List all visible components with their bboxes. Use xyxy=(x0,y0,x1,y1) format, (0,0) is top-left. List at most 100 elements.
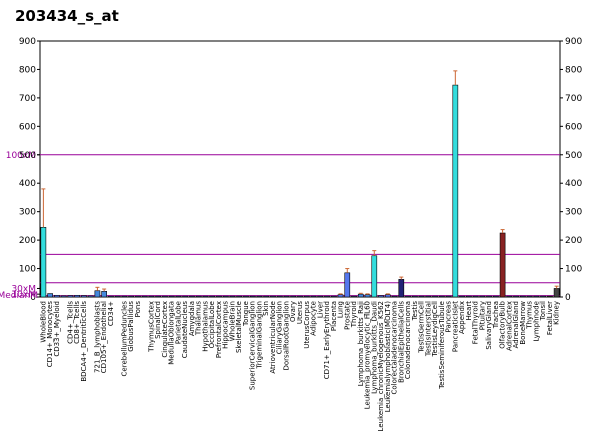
bar xyxy=(236,295,243,298)
category-label: SkeletalMuscle xyxy=(235,301,243,353)
right-tick-label: 200 xyxy=(565,236,582,246)
category-label: Pancreas xyxy=(445,301,453,333)
bar xyxy=(229,295,236,298)
bar xyxy=(135,295,141,298)
category-label: Thymus xyxy=(526,301,534,330)
reference-lines xyxy=(40,154,560,297)
category-label: Tonsil xyxy=(539,301,547,321)
right-tick-label: 400 xyxy=(565,179,582,189)
bar xyxy=(371,255,378,298)
bar xyxy=(81,295,87,298)
category-label: Hypothalamus xyxy=(201,301,209,352)
bar xyxy=(438,295,445,298)
bar xyxy=(405,295,411,298)
category-label: Kidney xyxy=(553,301,561,325)
category-label: CD8+_Tcells xyxy=(73,301,81,344)
category-label: Thyroid xyxy=(350,301,358,328)
category-label: Lymphoma_burkitts_Daudi xyxy=(370,301,378,394)
bar xyxy=(553,288,560,298)
category-label: 721_B_lymphoblasts xyxy=(93,301,101,373)
chart-axes: 010xM30xM100200300400100xM50060070080090… xyxy=(0,37,582,303)
bar xyxy=(54,294,60,298)
bar xyxy=(425,295,432,298)
category-label: Prostate xyxy=(343,301,351,330)
category-label: CD4+_Tcells xyxy=(66,301,74,344)
bar xyxy=(351,295,357,298)
category-label: Trachea xyxy=(492,301,500,329)
bar xyxy=(465,295,472,298)
right-tick-label: 500 xyxy=(565,151,582,161)
left-tick-label: 800 xyxy=(19,65,36,75)
category-label: Lymphnode xyxy=(532,301,540,342)
bar xyxy=(189,295,195,298)
bar xyxy=(290,295,297,298)
category-label: GlobusPallidus xyxy=(127,301,135,352)
bar xyxy=(303,295,310,298)
left-tick-label: 100xM xyxy=(6,151,36,161)
category-label: PrefrontalCortex xyxy=(215,301,223,358)
left-tick-label: 900 xyxy=(19,37,36,47)
bar xyxy=(513,295,519,298)
bar xyxy=(432,295,438,298)
category-label: Colorectaladenocarcinoma xyxy=(391,301,399,395)
category-label: Leukemia_chronicMyelogenous_K562 xyxy=(377,301,385,431)
bar xyxy=(256,295,263,298)
chart-title: 203434_s_at xyxy=(15,7,119,25)
category-label: CD34+ xyxy=(107,301,115,326)
category-label: SpinalCord xyxy=(154,301,162,339)
left-tick-label: 30xM xyxy=(11,284,36,294)
bar xyxy=(209,295,216,298)
bar xyxy=(162,295,168,298)
bar xyxy=(155,295,162,298)
left-tick-label: 300 xyxy=(19,208,36,218)
bar xyxy=(364,294,371,298)
bar xyxy=(148,295,155,298)
category-label: Ovary xyxy=(289,301,297,322)
bars xyxy=(40,70,560,298)
bar xyxy=(486,295,492,298)
category-label: Pituitary xyxy=(478,301,486,330)
category-label: BoneMarrow xyxy=(519,301,527,345)
left-tick-label: 400 xyxy=(19,179,36,189)
category-label: Liver xyxy=(316,301,324,318)
bar xyxy=(520,295,526,298)
category-label: BronchialEpithelialCells xyxy=(397,301,405,383)
category-label: Lung xyxy=(337,301,345,318)
category-label: Amygdala xyxy=(188,301,196,336)
bar xyxy=(249,295,256,298)
category-label: AdrenalGland xyxy=(512,301,520,348)
median-label: MedianM xyxy=(0,291,38,301)
bar xyxy=(87,295,94,298)
bar xyxy=(40,227,47,298)
category-label: AdrenalCortex xyxy=(505,301,513,351)
category-label: WholeBrain xyxy=(228,301,236,341)
bar xyxy=(67,295,74,298)
right-tick-label: 100 xyxy=(565,265,582,275)
bar xyxy=(499,232,506,298)
bar xyxy=(276,295,283,298)
right-tick-label: 800 xyxy=(565,65,582,75)
bar xyxy=(141,295,148,298)
category-label: WholeBlood xyxy=(39,301,47,343)
category-label: TestisInterstitial xyxy=(424,301,432,357)
bar xyxy=(317,295,324,298)
bar xyxy=(114,295,121,298)
bar xyxy=(94,290,101,298)
bar xyxy=(533,295,540,298)
bar xyxy=(493,295,499,298)
bar xyxy=(175,295,182,298)
bar xyxy=(330,295,337,298)
bar xyxy=(283,295,290,298)
bar xyxy=(121,295,128,298)
category-label: ParietalLobe xyxy=(174,301,182,344)
left-tick-label: 10xM xyxy=(11,290,36,300)
bar xyxy=(128,295,135,298)
left-tick-label: 700 xyxy=(19,94,36,104)
right-tick-label: 300 xyxy=(565,208,582,218)
left-tick-label: 500 xyxy=(19,151,36,161)
category-label: CingulateCortex xyxy=(161,301,169,358)
category-label: ThymusCortex xyxy=(147,301,155,353)
category-label: SuperiorCervicalGanglion xyxy=(249,301,257,390)
bar xyxy=(479,295,486,298)
